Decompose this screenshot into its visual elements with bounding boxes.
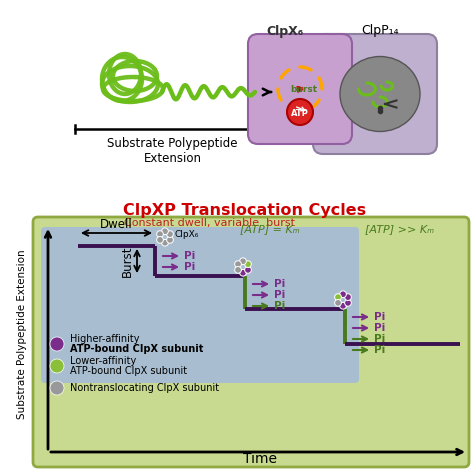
Text: Pi: Pi xyxy=(184,251,195,261)
Circle shape xyxy=(240,258,246,264)
Circle shape xyxy=(50,381,64,395)
Text: Pi: Pi xyxy=(374,345,385,355)
Text: Pi: Pi xyxy=(374,334,385,344)
Text: ATP-bound ClpX subunit: ATP-bound ClpX subunit xyxy=(70,344,203,354)
Circle shape xyxy=(162,228,168,235)
FancyBboxPatch shape xyxy=(41,227,359,383)
FancyBboxPatch shape xyxy=(248,34,352,144)
Ellipse shape xyxy=(340,56,420,131)
Circle shape xyxy=(167,237,173,243)
Text: Pi: Pi xyxy=(374,323,385,333)
Circle shape xyxy=(50,337,64,351)
Text: Pi: Pi xyxy=(274,301,285,311)
Circle shape xyxy=(335,294,341,301)
Circle shape xyxy=(245,266,251,273)
Circle shape xyxy=(340,302,346,309)
Circle shape xyxy=(240,269,246,276)
FancyBboxPatch shape xyxy=(313,34,437,154)
Text: Substrate Polypeptide Extension: Substrate Polypeptide Extension xyxy=(17,249,27,419)
FancyBboxPatch shape xyxy=(33,217,469,467)
Text: Burst: Burst xyxy=(121,245,134,277)
Text: ClpX₆: ClpX₆ xyxy=(175,229,200,238)
Circle shape xyxy=(345,300,351,306)
Circle shape xyxy=(156,237,164,243)
Text: [ATP] >> Kₘ: [ATP] >> Kₘ xyxy=(365,224,435,234)
Text: Nontranslocating ClpX subunit: Nontranslocating ClpX subunit xyxy=(70,383,219,393)
Text: Pi: Pi xyxy=(374,312,385,322)
Circle shape xyxy=(287,99,313,125)
Text: Higher-affinity: Higher-affinity xyxy=(70,334,139,344)
Text: [ATP] = Kₘ: [ATP] = Kₘ xyxy=(240,224,300,234)
Text: Lower-affinity: Lower-affinity xyxy=(70,356,136,366)
Text: Pi: Pi xyxy=(274,290,285,300)
Text: ClpP₁₄: ClpP₁₄ xyxy=(361,24,399,37)
Circle shape xyxy=(335,300,341,306)
Circle shape xyxy=(50,359,64,373)
Circle shape xyxy=(345,294,351,301)
Circle shape xyxy=(167,231,173,237)
Text: Pi: Pi xyxy=(184,262,195,272)
Text: Time: Time xyxy=(243,452,277,466)
Text: ClpX₆: ClpX₆ xyxy=(266,25,304,38)
Text: ClpXP Translocation Cycles: ClpXP Translocation Cycles xyxy=(123,203,366,218)
Text: Constant dwell, variable  burst: Constant dwell, variable burst xyxy=(125,218,295,228)
Text: Pi: Pi xyxy=(274,279,285,289)
Text: burst: burst xyxy=(291,84,318,93)
Circle shape xyxy=(235,261,241,267)
Circle shape xyxy=(245,261,251,267)
Circle shape xyxy=(156,231,164,237)
Text: ATP: ATP xyxy=(291,109,309,118)
Circle shape xyxy=(162,239,168,246)
Text: ATP-bound ClpX subunit: ATP-bound ClpX subunit xyxy=(70,366,187,376)
Text: Substrate Polypeptide
Extension: Substrate Polypeptide Extension xyxy=(107,137,238,165)
Text: Dwell: Dwell xyxy=(100,218,133,231)
Circle shape xyxy=(235,266,241,273)
Circle shape xyxy=(340,291,346,298)
